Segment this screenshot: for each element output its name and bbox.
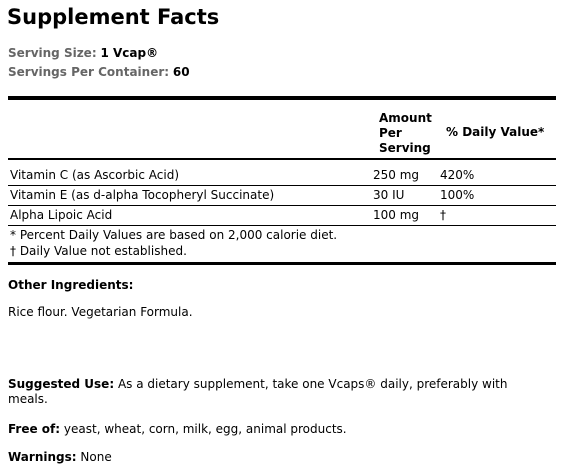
row-rule — [8, 185, 556, 186]
row-rule — [8, 225, 556, 226]
daily-value: 100% — [440, 188, 475, 202]
section-label: Other Ingredients: — [8, 278, 134, 292]
section: Warnings: None — [8, 450, 112, 465]
nutrient-name: Vitamin E (as d-alpha Tocopheryl Succina… — [10, 188, 275, 202]
daily-value: † — [440, 208, 446, 222]
thick-rule — [8, 96, 556, 100]
section-text: None — [80, 450, 112, 464]
serving-size: Serving Size: 1 Vcap® — [8, 46, 158, 61]
label: Serving Size: — [8, 46, 97, 60]
rule — [8, 158, 556, 160]
section-label: Free of: — [8, 422, 61, 436]
section-label: Suggested Use: — [8, 377, 115, 391]
title: Supplement Facts — [7, 5, 220, 29]
section-text: yeast, wheat, corn, milk, egg, animal pr… — [63, 422, 347, 436]
amount: 100 mg — [373, 208, 420, 222]
section-text: As a dietary supplement, take one Vcaps®… — [8, 377, 508, 406]
nutrient-name: Alpha Lipoic Acid — [10, 208, 113, 222]
servings-per-container: Servings Per Container: 60 — [8, 65, 190, 80]
label: Servings Per Container: — [8, 65, 170, 79]
thick-rule — [8, 262, 556, 265]
footnote: * Percent Daily Values are based on 2,00… — [10, 228, 338, 242]
footnote: † Daily Value not established. — [10, 244, 187, 258]
amount: 250 mg — [373, 168, 420, 182]
row-rule — [8, 205, 556, 206]
value: 60 — [172, 65, 190, 79]
section: Suggested Use: As a dietary supplement, … — [8, 377, 548, 407]
column-header: % Daily Value* — [446, 125, 545, 139]
section-text: Rice flour. Vegetarian Formula. — [8, 305, 193, 319]
amount: 30 IU — [373, 188, 405, 202]
value: 1 Vcap® — [100, 46, 159, 60]
column-header: Amount Per Serving — [379, 111, 432, 155]
nutrient-name: Vitamin C (as Ascorbic Acid) — [10, 168, 180, 182]
section-label: Warnings: — [8, 450, 77, 464]
section: Free of: yeast, wheat, corn, milk, egg, … — [8, 422, 347, 437]
daily-value: 420% — [440, 168, 475, 182]
